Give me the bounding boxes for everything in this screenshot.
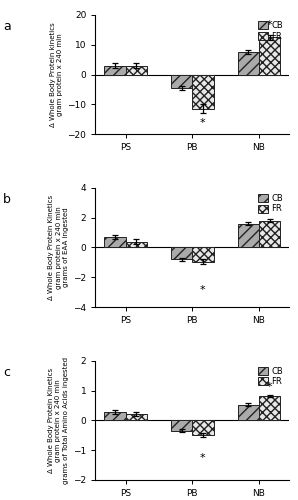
Y-axis label: Δ Whole Body Protein Kinetics
gram protein x 240 min
grams of EAA ingested: Δ Whole Body Protein Kinetics gram prote… (48, 195, 69, 300)
Bar (104, 412, 125, 420)
Bar (259, 220, 280, 248)
Bar (125, 242, 147, 248)
Bar (171, 248, 192, 260)
Bar (171, 74, 192, 88)
Bar (125, 66, 147, 74)
Text: *: * (267, 382, 272, 392)
Bar (171, 420, 192, 431)
Y-axis label: Δ Whole Body Protein Kinetics
gram protein x 240 min
grams of Total Amino Acids : Δ Whole Body Protein Kinetics gram prote… (48, 357, 69, 484)
Legend: CB, FR: CB, FR (257, 365, 285, 388)
Bar (104, 66, 125, 74)
Bar (238, 224, 259, 248)
Bar (104, 237, 125, 248)
Bar (259, 396, 280, 420)
Bar (192, 248, 214, 262)
Text: *: * (200, 285, 206, 295)
Legend: CB, FR: CB, FR (257, 19, 285, 42)
Bar (238, 405, 259, 420)
Bar (125, 414, 147, 420)
Bar (238, 52, 259, 74)
Text: *: * (200, 118, 206, 128)
Y-axis label: Δ Whole Body Protein kinetics
gram protein x 240 min: Δ Whole Body Protein kinetics gram prote… (50, 22, 63, 127)
Bar (259, 38, 280, 74)
Bar (192, 420, 214, 434)
Text: *: * (267, 20, 272, 30)
Text: a: a (3, 20, 11, 33)
Text: b: b (3, 193, 11, 206)
Bar (192, 74, 214, 109)
Legend: CB, FR: CB, FR (257, 192, 285, 215)
Text: c: c (3, 366, 10, 379)
Text: *: * (200, 453, 206, 463)
